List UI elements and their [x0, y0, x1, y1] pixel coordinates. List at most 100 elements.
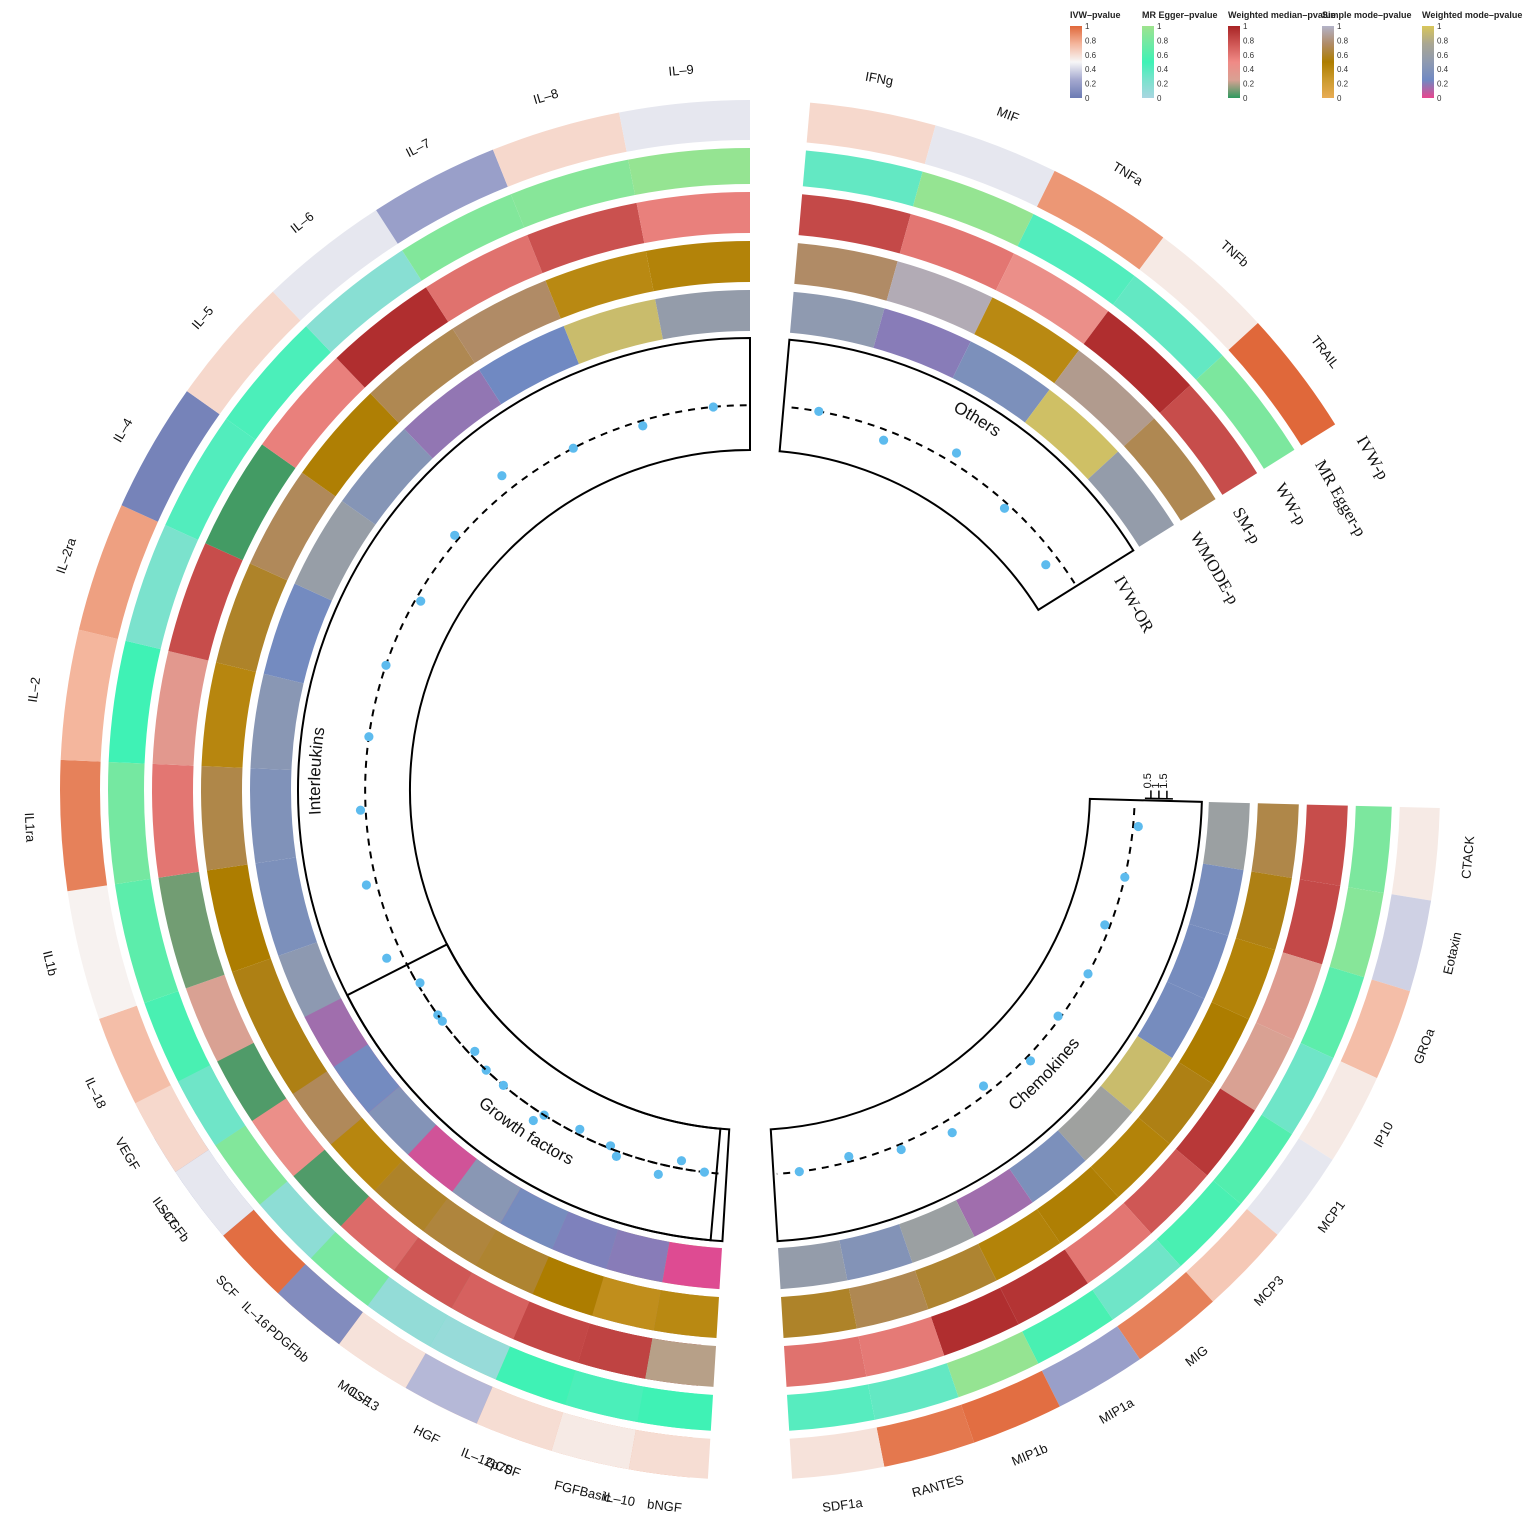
heat-cell-ivw: [789, 1427, 885, 1479]
heat-cell-sm: [423, 1198, 497, 1266]
heat-cell-ivw: [1298, 1061, 1377, 1160]
heat-cell-wmode: [304, 998, 368, 1067]
heat-cell-egger: [495, 1346, 576, 1405]
or-box-frame: [769, 797, 1203, 1243]
heat-cell-wm: [262, 358, 365, 469]
heat-cell-sm: [1211, 938, 1276, 1020]
or-reference-line: [776, 808, 1136, 1175]
heat-cell-egger: [565, 1370, 644, 1423]
track-label: IVW-p: [1353, 433, 1393, 483]
heat-cell-egger: [946, 1331, 1039, 1398]
or-point: [653, 1169, 663, 1179]
heat-cell-sm: [645, 241, 750, 292]
heat-cell-wmode: [404, 369, 502, 459]
heat-cell-wm: [1299, 804, 1348, 886]
heat-cell-wm: [158, 871, 225, 989]
legend-title: IVW–pvalue: [1070, 10, 1121, 20]
cytokine-label: RANTES: [910, 1472, 965, 1500]
cytokine-label: TNFb: [1218, 237, 1252, 270]
heat-cell-wm: [1083, 311, 1191, 413]
cytokine-label: MIP1b: [1009, 1440, 1049, 1468]
heat-cell-sm: [545, 250, 654, 319]
heat-cell-ivw: [628, 1429, 711, 1479]
heat-cell-wmode: [250, 768, 296, 864]
heat-cell-wm: [251, 1098, 325, 1177]
heat-cell-wm: [293, 1149, 369, 1227]
heat-cell-wmode: [250, 673, 304, 770]
legend-tick: 0.8: [1337, 36, 1349, 45]
heat-cell-sm: [475, 1230, 549, 1295]
legend-color-bar: [1228, 26, 1240, 98]
heat-cell-wmode: [1189, 863, 1244, 936]
heat-cell-egger: [215, 1125, 288, 1205]
legend-tick: 0.2: [1157, 80, 1169, 89]
or-reference-line: [364, 404, 747, 1174]
cytokine-label: PDGFbb: [264, 1321, 312, 1365]
heat-cell-egger: [114, 878, 179, 1003]
heat-cell-wm: [152, 651, 209, 766]
heat-cell-wm: [995, 253, 1109, 344]
or-point: [676, 1156, 687, 1166]
heat-cell-ivw: [476, 1386, 563, 1451]
legend-tick: 0.2: [1437, 80, 1449, 89]
heat-cell-sm: [206, 864, 271, 973]
heat-cell-sm: [532, 1256, 604, 1316]
cytokine-label: SCF: [213, 1272, 242, 1301]
or-reference-line: [791, 406, 1076, 584]
heat-cell-sm: [302, 393, 399, 497]
legend-tick: 0.4: [1243, 65, 1255, 74]
heat-cell-ivw: [1041, 1326, 1140, 1407]
heat-cell-wm: [1000, 1249, 1088, 1325]
or-point: [568, 443, 578, 453]
heat-cell-wm: [1064, 1203, 1152, 1284]
heat-cell-egger: [1213, 1114, 1292, 1204]
or-box-frame: [345, 943, 731, 1243]
heat-cell-ivw: [67, 885, 137, 1019]
sector-name: Interleukins: [305, 726, 328, 816]
heat-cell-egger: [637, 1386, 713, 1431]
heat-cell-wm: [577, 1323, 653, 1379]
cytokine-label: IL–10: [602, 1489, 637, 1510]
or-point: [381, 660, 391, 670]
track-label: SM-p: [1229, 504, 1265, 547]
cytokine-label: Eotaxin: [1440, 930, 1464, 976]
heat-cell-sm: [374, 1160, 448, 1231]
heat-cell-wm: [513, 1301, 590, 1363]
heat-cell-egger: [867, 1363, 959, 1420]
heat-cell-egger: [429, 1315, 510, 1380]
or-point: [364, 732, 374, 742]
cytokine-label: HGF: [411, 1422, 442, 1448]
cytokine-label: IL–2ra: [53, 535, 79, 575]
or-point: [361, 880, 371, 890]
heat-cell-wm: [930, 1287, 1019, 1356]
heat-cell-ivw: [1391, 807, 1440, 901]
heat-cell-wm: [636, 191, 750, 244]
legend-tick: 0.6: [1085, 51, 1097, 60]
heat-cell-wmode: [655, 290, 750, 340]
or-point: [416, 596, 426, 606]
heat-cell-wmode: [1100, 1036, 1173, 1113]
cytokine-label: MCSF: [335, 1377, 374, 1410]
cytokine-label: IL–16: [239, 1298, 273, 1331]
heat-cell-wmode: [452, 1158, 521, 1224]
heat-cell-sm: [1178, 1002, 1249, 1085]
track-label: MR Egger-p: [1311, 457, 1370, 540]
heat-cell-sm: [370, 328, 475, 424]
heat-cell-wm: [205, 444, 296, 561]
track-label: IVW-OR: [1110, 573, 1158, 637]
heat-cell-ivw: [277, 1264, 363, 1345]
heat-cell-wm: [340, 1196, 419, 1271]
heat-cell-sm: [1054, 350, 1155, 447]
heat-cell-wm: [1282, 879, 1341, 965]
legend-tick: 1: [1157, 22, 1162, 31]
heat-cell-wmode: [294, 500, 376, 601]
heat-cell-wmode: [839, 1224, 913, 1281]
legend-tick: 1: [1337, 22, 1342, 31]
heat-cell-ivw: [60, 759, 108, 892]
cytokine-label: IL–4: [110, 415, 136, 444]
cytokine-label: IP10: [1370, 1119, 1396, 1150]
heat-cell-ivw: [1228, 322, 1336, 446]
heat-cell-ivw: [1117, 1272, 1213, 1360]
legend-color-bar: [1142, 26, 1154, 98]
heat-cell-egger: [1348, 805, 1392, 893]
